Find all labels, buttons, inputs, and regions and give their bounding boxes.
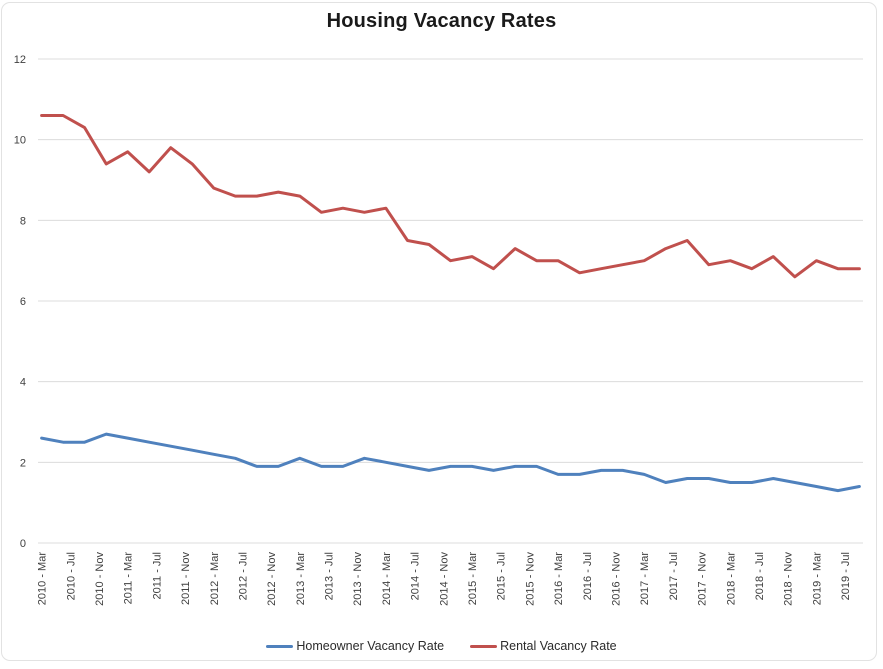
x-tick-label-12: 2014 - Mar [381,552,393,606]
x-tick-label-3: 2011 - Mar [123,552,135,605]
chart-title: Housing Vacancy Rates [326,10,557,32]
x-tick-label-20: 2016 - Nov [611,552,623,606]
series-line-homeowner-vacancy-rate [40,432,861,493]
x-tick-label-23: 2017 - Nov [697,552,709,606]
x-tick-label-7: 2012 - Jul [237,552,249,600]
legend-line-swatch-homeowner [266,644,294,648]
x-tick-label-14: 2014 - Nov [438,552,450,606]
x-tick-label-15: 2015 - Mar [467,552,479,606]
x-tick-label-6: 2012 - Mar [209,552,221,606]
x-tick-label-27: 2019 - Mar [811,552,823,606]
legend-label-homeowner: Homeowner Vacancy Rate [296,639,445,653]
x-tick-label-9: 2013 - Mar [295,552,307,606]
chart-card [1,2,877,661]
y-tick-label-0: 0 [20,538,26,550]
legend-line-swatch-rental [470,644,498,648]
y-tick-label-12: 12 [14,54,26,66]
x-tick-label-4: 2011 - Jul [151,552,163,600]
series-line-rental-vacancy-rate [40,114,861,279]
y-tick-label-4: 4 [20,377,26,389]
x-tick-label-1: 2010 - Jul [65,552,77,600]
y-tick-label-8: 8 [20,215,26,227]
chart-legend: Homeowner Vacancy Rate Rental Vacancy Ra… [0,639,883,653]
legend-item-rental: Rental Vacancy Rate [470,639,617,653]
x-tick-label-24: 2018 - Mar [725,552,737,606]
x-tick-label-21: 2017 - Mar [639,552,651,606]
x-tick-label-11: 2013 - Nov [352,552,364,606]
x-tick-label-28: 2019 - Jul [840,552,852,600]
legend-item-homeowner: Homeowner Vacancy Rate [266,639,444,653]
y-tick-label-6: 6 [20,296,26,308]
x-tick-label-5: 2011 - Nov [180,552,192,605]
x-tick-label-8: 2012 - Nov [266,552,278,606]
x-tick-label-19: 2016 - Jul [582,552,594,600]
x-tick-label-2: 2010 - Nov [94,552,106,606]
x-tick-label-13: 2014 - Jul [410,552,422,600]
x-tick-label-17: 2015 - Nov [524,552,536,606]
x-tick-label-10: 2013 - Jul [324,552,336,600]
x-tick-label-22: 2017 - Jul [668,552,680,600]
x-tick-label-16: 2015 - Jul [496,552,508,600]
x-tick-label-26: 2018 - Nov [783,552,795,606]
y-tick-label-10: 10 [14,135,26,147]
x-tick-label-25: 2018 - Jul [754,552,766,600]
x-tick-label-18: 2016 - Mar [553,552,565,606]
x-tick-label-0: 2010 - Mar [37,552,49,606]
legend-label-rental: Rental Vacancy Rate [500,639,617,653]
y-tick-label-2: 2 [20,457,26,469]
